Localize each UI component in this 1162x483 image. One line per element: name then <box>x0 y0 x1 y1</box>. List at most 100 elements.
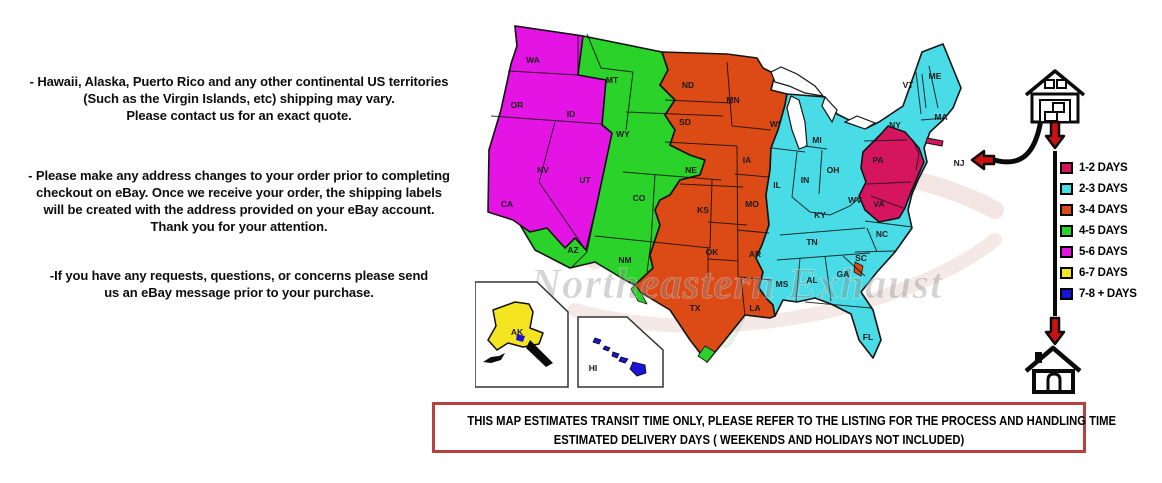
state-label-ms: MS <box>776 279 789 289</box>
disclaimer-line-1: THIS MAP ESTIMATES TRANSIT TIME ONLY, PL… <box>467 414 1116 428</box>
state-label-or: OR <box>511 100 524 110</box>
legend-item: 3-4 DAYS <box>1060 202 1137 218</box>
state-label-wy: WY <box>616 129 630 139</box>
state-label-mn: MN <box>726 95 739 105</box>
state-label-mi: MI <box>812 135 821 145</box>
state-label-oh: OH <box>827 165 840 175</box>
state-borders <box>490 33 946 317</box>
state-label-ga: GA <box>837 269 850 279</box>
state-label-sc: SC <box>855 253 867 263</box>
state-label-tn: TN <box>806 237 817 247</box>
alaska-inset <box>475 281 569 388</box>
state-label-pa: PA <box>872 155 883 165</box>
left-arrow-icon <box>970 149 996 171</box>
legend-item: 6-7 DAYS <box>1060 265 1137 281</box>
state-label-al: AL <box>806 275 817 285</box>
us-transit-map: Northeastern Exhaust <box>475 25 1086 394</box>
legend-label: 4-5 DAYS <box>1079 225 1128 237</box>
state-label-la: LA <box>749 303 760 313</box>
home-icon <box>1024 345 1082 394</box>
alaska-panhandle <box>526 340 553 367</box>
state-label-tx: TX <box>690 303 701 313</box>
note-contact: -If you have any requests, questions, or… <box>49 268 429 300</box>
state-label-mt: MT <box>606 75 619 85</box>
lake-huron <box>821 95 838 124</box>
route-graphic <box>970 69 1086 394</box>
hawaii-islands <box>592 337 647 377</box>
aleutian-islands <box>483 353 505 363</box>
lake-michigan <box>786 95 808 150</box>
state-label-fl: FL <box>863 332 873 342</box>
alaska-shape <box>487 301 544 351</box>
down-arrow-top-icon <box>1044 120 1066 150</box>
state-label-co: CO <box>633 193 646 203</box>
state-label-in: IN <box>801 175 810 185</box>
state-label-ky: KY <box>814 210 826 220</box>
note-territories: - Hawaii, Alaska, Puerto Rico and any ot… <box>29 74 449 123</box>
lake-superior <box>770 66 825 97</box>
legend-item: 4-5 DAYS <box>1060 223 1137 239</box>
legend-swatch-icon <box>1060 246 1073 258</box>
disclaimer-box: THIS MAP ESTIMATES TRANSIT TIME ONLY, PL… <box>432 402 1116 453</box>
warehouse-icon <box>1024 69 1086 124</box>
zone-2-3-days <box>755 43 962 359</box>
route-curve <box>991 109 1045 165</box>
great-lakes <box>770 66 877 150</box>
legend-item: 2-3 DAYS <box>1060 181 1137 197</box>
legend-label: 6-7 DAYS <box>1079 267 1128 279</box>
legend-label: 3-4 DAYS <box>1079 204 1128 216</box>
state-label-nj: NJ <box>954 158 965 168</box>
legend-swatch-icon <box>1060 162 1073 174</box>
state-label-ut: UT <box>579 175 591 185</box>
long-island <box>925 137 944 147</box>
legend-swatch-icon <box>1060 288 1073 300</box>
state-label-sd: SD <box>679 117 691 127</box>
state-label-ia: IA <box>743 155 752 165</box>
state-label-me: ME <box>929 71 942 81</box>
state-label-ar: AR <box>749 249 761 259</box>
state-label-ne: NE <box>685 165 697 175</box>
state-label-va: VA <box>873 199 884 209</box>
state-label-ny: NY <box>889 120 901 130</box>
hawaii-inset <box>577 316 664 388</box>
state-label-mo: MO <box>745 199 759 209</box>
state-label-id: ID <box>567 109 576 119</box>
legend: 1-2 DAYS 2-3 DAYS 3-4 DAYS 4-5 DAYS 5-6 DAYS… <box>1060 160 1137 307</box>
down-arrow-bottom-icon <box>1044 316 1066 346</box>
state-label-ak: AK <box>511 327 524 337</box>
legend-label: 7-8 + DAYS <box>1079 288 1137 300</box>
state-label-ca: CA <box>501 199 513 209</box>
legend-item: 1-2 DAYS <box>1060 160 1137 176</box>
state-label-nv: NV <box>537 165 549 175</box>
legend-label: 1-2 DAYS <box>1079 162 1128 174</box>
disclaimer-line-2: ESTIMATED DELIVERY DAYS ( WEEKENDS AND H… <box>553 432 965 447</box>
state-label-ok: OK <box>706 247 720 257</box>
state-label-wv: WV <box>848 195 862 205</box>
state-label-nd: ND <box>682 80 694 90</box>
legend-item: 5-6 DAYS <box>1060 244 1137 260</box>
legend-swatch-icon <box>1060 204 1073 216</box>
state-label-nc: NC <box>876 229 888 239</box>
state-label-ks: KS <box>697 205 709 215</box>
legend-label: 5-6 DAYS <box>1079 246 1128 258</box>
lake-erie <box>843 115 877 130</box>
state-label-wi: WI <box>770 119 780 129</box>
legend-swatch-icon <box>1060 267 1073 279</box>
tx-tip-green-patch <box>697 345 716 363</box>
state-label-hi: HI <box>589 363 598 373</box>
legend-swatch-icon <box>1060 225 1073 237</box>
state-label-az: AZ <box>567 245 578 255</box>
watermark-text: Northeastern Exhaust <box>529 261 944 308</box>
state-labels: WA OR CA NV ID MT WY UT AZ NM CO ND SD NE KS OK TX MN IA MO… <box>501 55 965 373</box>
state-label-ma: MA <box>934 112 947 122</box>
state-label-wa: WA <box>526 55 540 65</box>
alaska-blue-patch <box>516 334 525 342</box>
legend-label: 2-3 DAYS <box>1079 183 1128 195</box>
state-label-vt: VT <box>903 80 915 90</box>
state-label-il: IL <box>773 180 781 190</box>
note-address-changes: - Please make any address changes to you… <box>28 168 450 234</box>
legend-swatch-icon <box>1060 183 1073 195</box>
legend-item: 7-8 + DAYS <box>1060 286 1137 302</box>
state-label-nm: NM <box>618 255 631 265</box>
